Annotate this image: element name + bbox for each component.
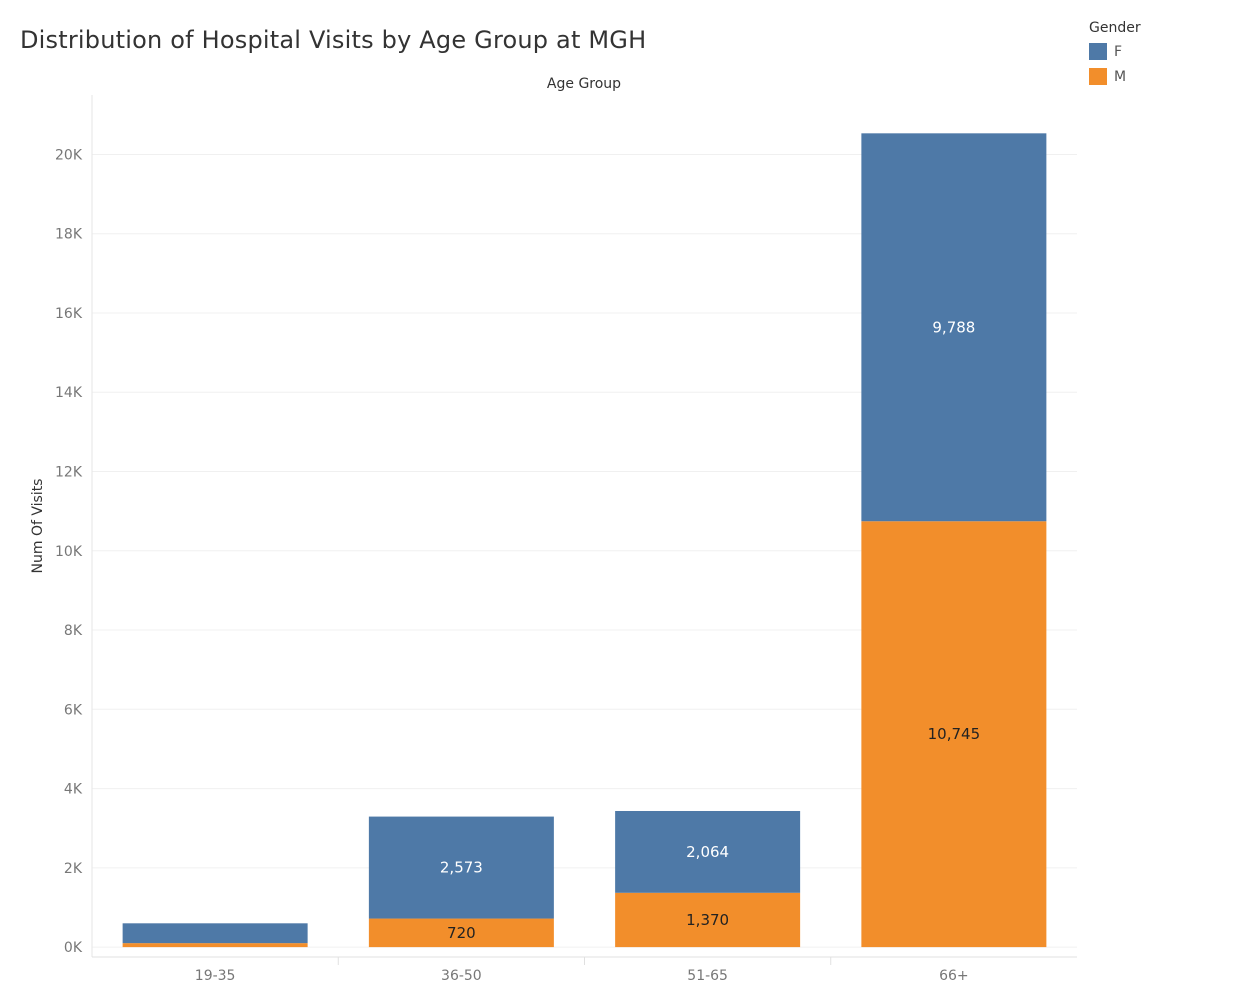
bar-segment-f-36-50[interactable] (368, 816, 554, 919)
bar-data-label: 1,370 (686, 911, 729, 929)
y-tick-label: 12K (55, 465, 83, 481)
y-tick-label: 0K (64, 940, 83, 956)
bar-segment-m-19-35[interactable] (122, 943, 308, 948)
legend: Gender F M (1089, 20, 1141, 89)
bar-segment-m-36-50[interactable] (368, 918, 554, 948)
bar-segment-m-51-65[interactable] (615, 892, 801, 948)
y-tick-label: 4K (64, 782, 83, 798)
y-tick-label: 8K (64, 623, 83, 639)
x-tick-label: 66+ (939, 968, 969, 984)
bar-data-label: 10,745 (928, 725, 981, 743)
legend-label-f: F (1114, 43, 1123, 60)
bar-data-label: 2,064 (686, 843, 729, 861)
x-tick-label: 19-35 (195, 968, 236, 984)
bar-segment-m-66+[interactable] (861, 521, 1047, 948)
y-tick-label: 20K (55, 147, 83, 163)
x-axis-title: Age Group (547, 76, 621, 92)
y-tick-label: 2K (64, 861, 83, 877)
y-tick-label: 16K (55, 306, 83, 322)
bar-data-label: 2,573 (440, 859, 483, 877)
bar-segment-f-51-65[interactable] (615, 810, 801, 893)
chart-title: Distribution of Hospital Visits by Age G… (20, 26, 647, 54)
y-tick-label: 18K (55, 227, 83, 243)
bar-data-label: 9,788 (932, 318, 975, 336)
legend-swatch-f (1089, 43, 1107, 60)
y-tick-label: 10K (55, 544, 83, 560)
y-axis-title: Num Of Visits (30, 479, 46, 574)
legend-label-m: M (1114, 68, 1127, 85)
legend-item-f[interactable]: F (1089, 39, 1141, 64)
x-tick-label: 51-65 (687, 968, 728, 984)
y-tick-label: 6K (64, 702, 83, 718)
y-tick-label: 14K (55, 385, 83, 401)
x-tick-label: 36-50 (441, 968, 482, 984)
legend-title: Gender (1089, 20, 1141, 36)
legend-item-m[interactable]: M (1089, 64, 1141, 89)
legend-swatch-m (1089, 68, 1107, 85)
bar-data-label: 720 (447, 924, 476, 942)
bar-segment-f-66+[interactable] (861, 133, 1047, 522)
bar-segment-f-19-35[interactable] (122, 923, 308, 944)
